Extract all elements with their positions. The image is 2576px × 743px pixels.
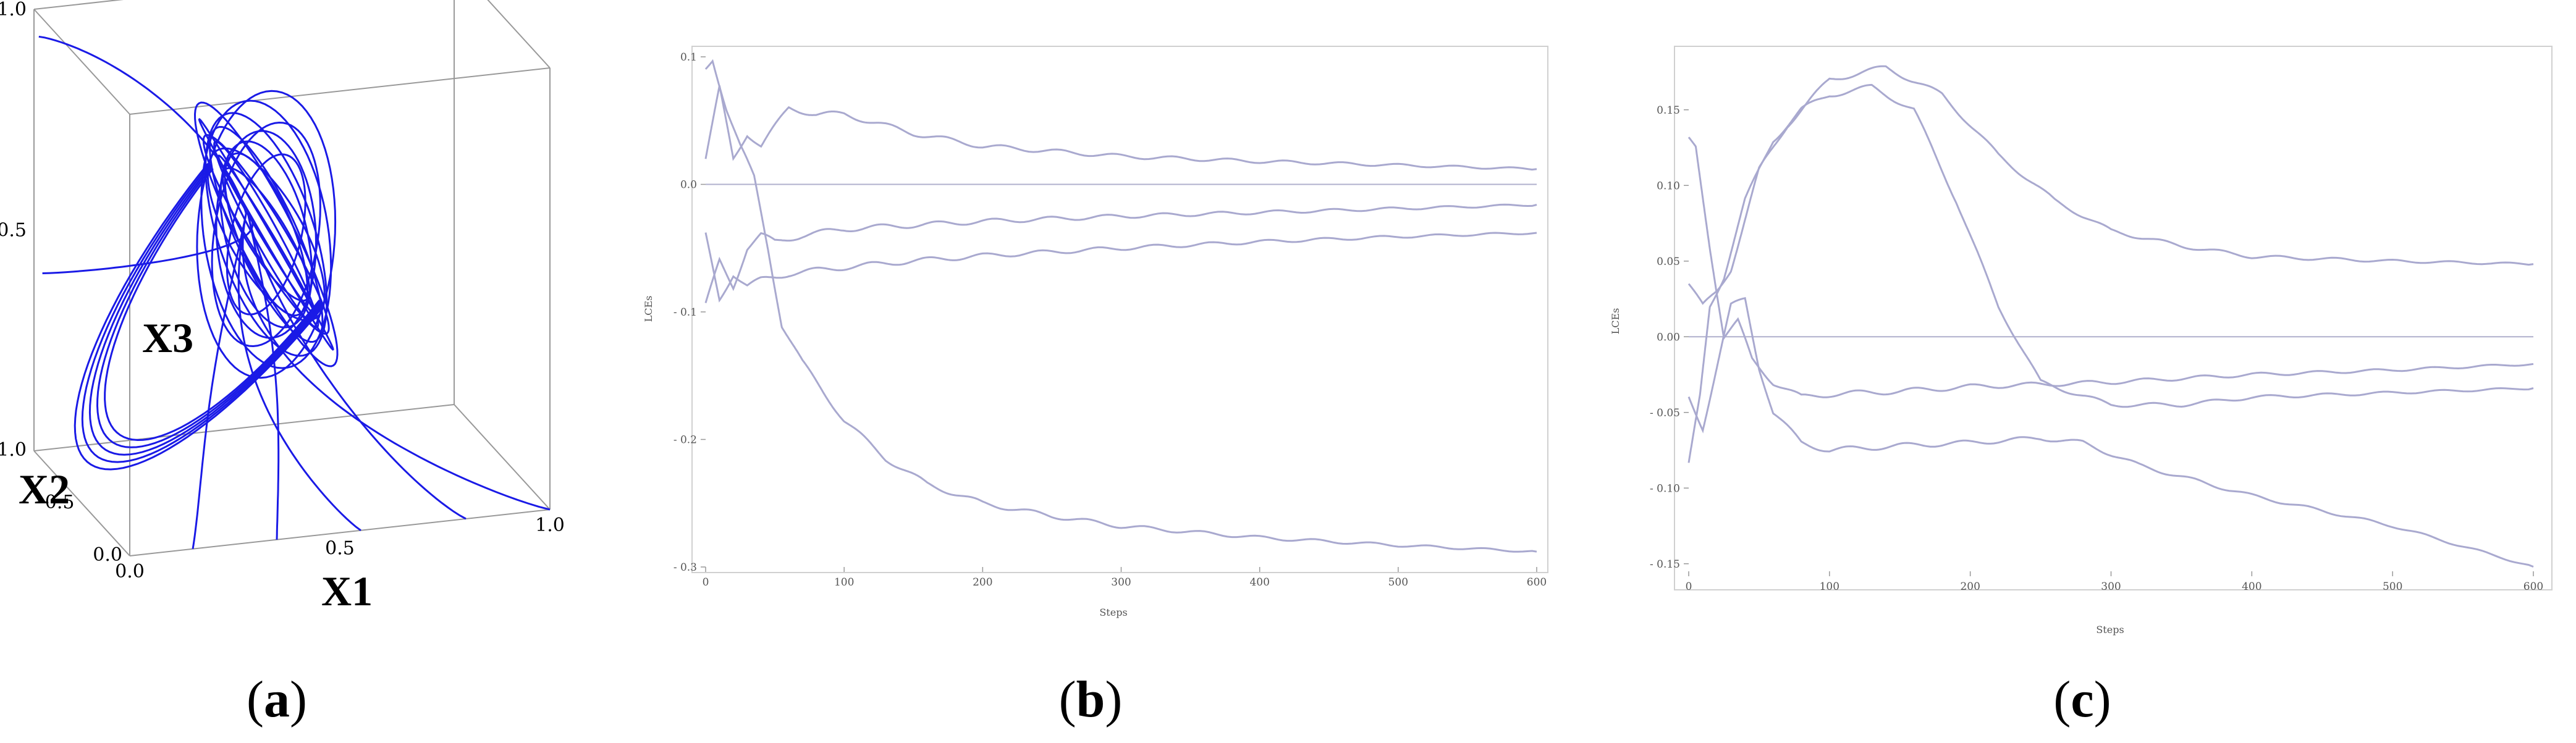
- cube-edge: [454, 404, 551, 510]
- x-tick-label: 600: [1527, 576, 1547, 589]
- x2-tick-label: 1.0: [0, 439, 27, 461]
- y-axis-title: LCEs: [1610, 308, 1621, 335]
- cube-tick-labels: 0.0 0.5 1.0 0.0 0.5 1.0 0.5 1.0: [0, 0, 565, 582]
- outer-arc: [96, 166, 321, 448]
- y-tick-label: - 0.05: [1650, 407, 1680, 419]
- y-tick-label: 0.1: [680, 51, 697, 64]
- attractor-loop: [196, 90, 337, 379]
- y-tick-label: 0.15: [1657, 104, 1680, 117]
- axis-label-x3: X3: [142, 314, 193, 361]
- y-tick-label: 0.10: [1657, 180, 1680, 192]
- outer-arc: [104, 167, 321, 442]
- x-tick-label: 600: [2523, 581, 2543, 593]
- cube-edge: [487, 0, 551, 69]
- x3-tick-label: 0.5: [0, 220, 27, 241]
- outer-arc: [81, 164, 324, 463]
- y-tick-labels: 0.15 0.10 0.05 0.00 - 0.05 - 0.10 - 0.15: [1650, 104, 1689, 571]
- x-tick-label: 0: [1686, 581, 1692, 593]
- plot-frame: [691, 46, 1548, 573]
- series-group: [1687, 65, 2534, 568]
- x-tick-label: 300: [1111, 576, 1131, 589]
- x1-tick-label: 0.0: [115, 561, 145, 582]
- y-tick-label: 0.05: [1657, 256, 1680, 268]
- x-tick-labels: 0 100 200 300 400 500 600: [1686, 571, 2543, 593]
- cube-edge: [129, 509, 551, 556]
- series-line-2: [1687, 83, 2534, 463]
- bounding-box-3d: [33, 0, 551, 556]
- y-tick-label: 0.00: [1657, 331, 1680, 343]
- attractor-loop: [226, 153, 306, 316]
- attractor-loop: [202, 133, 330, 335]
- outer-arc: [74, 162, 325, 471]
- panel-label-a: (a): [247, 671, 307, 728]
- x-tick-label: 100: [1820, 581, 1839, 593]
- attractor-loop: [213, 140, 319, 329]
- x-tick-label: 500: [1388, 576, 1408, 589]
- series-line-3: [1687, 136, 2534, 398]
- cube-edge: [33, 0, 124, 10]
- transient-trajectory: [42, 212, 254, 274]
- y-tick-label: - 0.2: [674, 434, 697, 447]
- x-tick-label: 0: [703, 576, 709, 589]
- panel-c-lce-chart: 0 100 200 300 400 500 600 0.15 0.10 0.05 0.00 - 0.…: [1610, 46, 2553, 636]
- transient-trajectory: [247, 212, 467, 520]
- plot-frame: [1674, 46, 2553, 590]
- attractor-loop: [211, 121, 321, 348]
- x-tick-label: 200: [1960, 581, 1980, 593]
- x-axis-title: Steps: [1099, 607, 1127, 618]
- panel-label-c: (c): [2053, 671, 2111, 728]
- y-tick-label: - 0.1: [674, 306, 697, 319]
- x-tick-label: 100: [834, 576, 854, 589]
- panel-a-3d-plot: 0.0 0.5 1.0 0.0 0.5 1.0 0.5 1.0 X1 X2 X3: [0, 0, 565, 615]
- cube-edge: [129, 67, 551, 115]
- attractor-trajectories: [38, 35, 551, 550]
- transient-trajectory: [247, 213, 280, 540]
- x-tick-label: 500: [2383, 581, 2402, 593]
- series-group: [704, 59, 1537, 553]
- axis-label-x2: X2: [19, 466, 70, 513]
- x-axis-title: Steps: [2096, 624, 2124, 636]
- series-line-4: [704, 59, 1537, 553]
- y-tick-label: 0.0: [680, 179, 697, 191]
- series-line-3: [704, 232, 1537, 303]
- attractor-loop: [193, 101, 339, 367]
- series-line-1: [1687, 65, 2534, 305]
- x1-tick-label: 0.5: [325, 538, 355, 560]
- x-tick-label: 200: [973, 576, 992, 589]
- panel-label-b: (b): [1059, 671, 1123, 728]
- y-tick-label: - 0.15: [1650, 558, 1680, 571]
- y-tick-label: - 0.3: [674, 561, 697, 574]
- cube-edge: [33, 9, 130, 115]
- x2-tick-label: 0.5: [45, 492, 75, 513]
- cube-edge: [33, 404, 455, 451]
- y-tick-labels: 0.1 0.0 - 0.1 - 0.2 - 0.3: [674, 51, 706, 574]
- attractor-loop: [219, 140, 313, 329]
- series-line-4: [1687, 296, 2534, 568]
- x3-tick-label: 1.0: [0, 0, 27, 20]
- series-line-2: [704, 203, 1537, 303]
- cube-edge: [33, 450, 130, 556]
- outer-arc: [88, 165, 323, 456]
- axis-label-x1: X1: [321, 568, 373, 615]
- y-axis-title: LCEs: [643, 296, 654, 322]
- y-tick-label: - 0.10: [1650, 482, 1680, 495]
- series-line-1: [704, 85, 1537, 171]
- attractor-loop: [198, 118, 334, 351]
- x-tick-labels: 0 100 200 300 400 500 600: [703, 567, 1547, 589]
- attractor-loop: [221, 167, 311, 302]
- x1-tick-label: 1.0: [535, 514, 565, 536]
- transient-trajectory: [242, 213, 551, 511]
- x-tick-label: 300: [2101, 581, 2121, 593]
- attractor-loop: [205, 112, 328, 357]
- x-tick-label: 400: [1249, 576, 1269, 589]
- x-tick-label: 400: [2242, 581, 2261, 593]
- x2-tick-label: 0.0: [93, 544, 122, 566]
- panel-b-lce-chart: 0 100 200 300 400 500 600 0.1 0.0 - 0.1 - 0.2 - 0.…: [643, 46, 1548, 618]
